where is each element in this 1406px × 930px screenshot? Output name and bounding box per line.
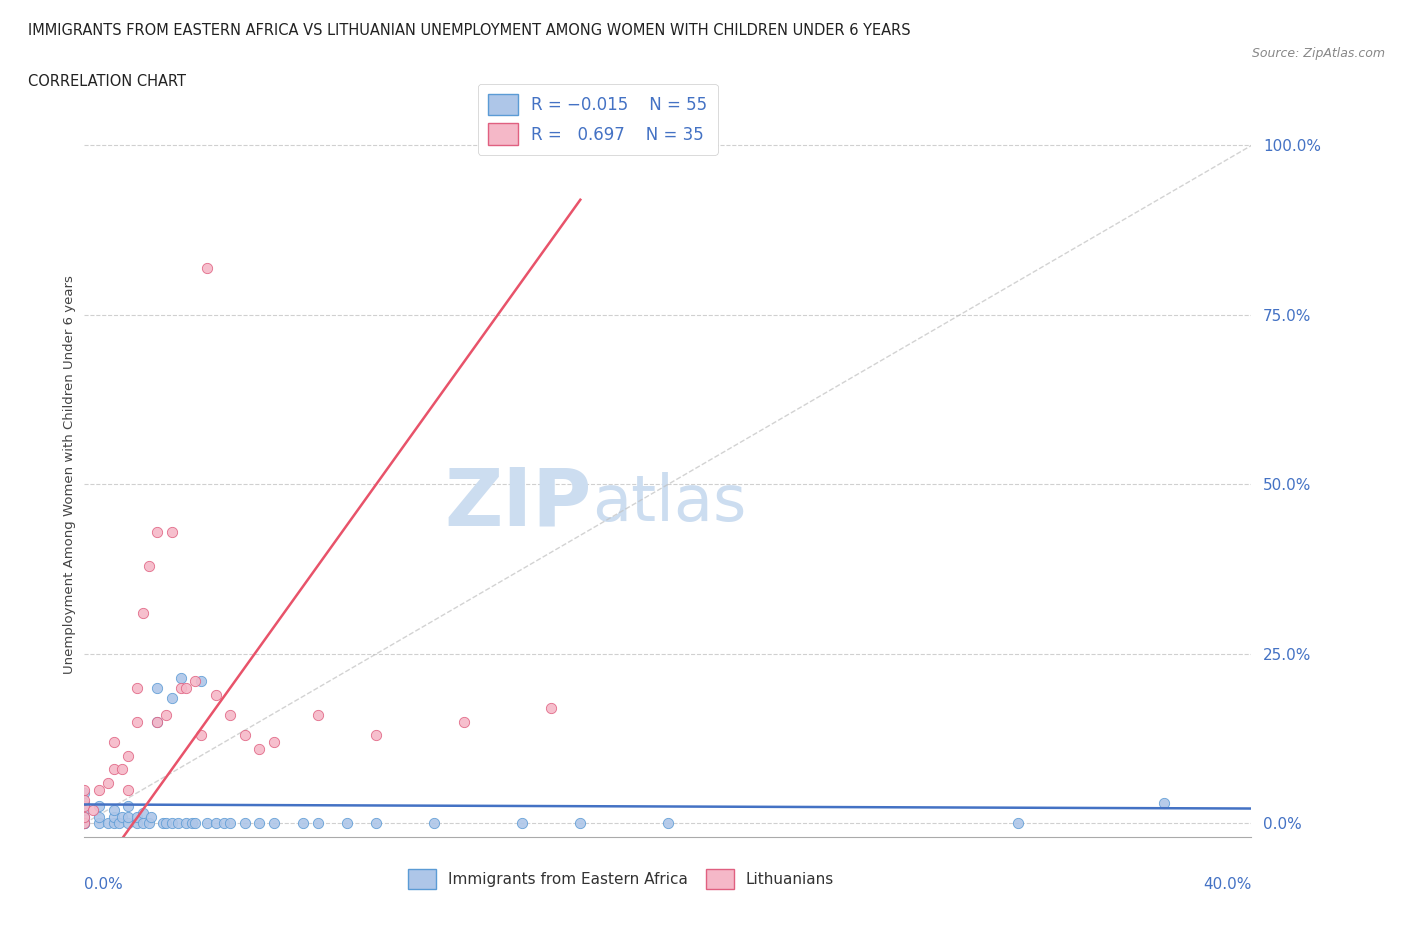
Point [152,816,174,830]
Point [263,735,285,750]
Point [73,816,96,830]
Point [160,525,183,539]
Point [73,816,96,830]
Point [366,728,388,743]
Point [146,525,169,539]
Point [73,816,96,830]
Point [103,809,125,824]
Point [73,809,96,824]
Point [307,708,329,723]
Point [87,809,110,824]
Point [87,816,110,830]
Point [190,673,212,688]
Point [125,681,148,696]
Point [181,816,204,830]
Point [155,816,177,830]
Point [233,816,256,830]
Point [87,782,110,797]
Point [103,735,125,750]
Point [249,816,271,830]
Text: atlas: atlas [592,472,747,535]
Point [195,260,218,275]
Point [125,816,148,830]
Point [146,714,169,729]
Point [569,816,592,830]
Point [233,728,256,743]
Text: ZIP: ZIP [444,464,592,542]
Point [169,671,191,685]
Point [103,803,125,817]
Point [263,816,285,830]
Point [117,809,139,824]
Point [117,799,139,814]
Point [169,681,191,696]
Point [204,816,226,830]
Point [132,605,155,620]
Point [125,809,148,824]
Point [160,816,183,830]
Point [160,691,183,706]
Point [82,803,104,817]
Point [73,803,96,817]
Point [132,805,155,820]
Point [176,681,198,696]
Point [138,558,160,573]
Point [73,786,96,801]
Point [73,816,96,830]
Point [166,816,188,830]
Point [146,714,169,729]
Point [125,714,148,729]
Point [540,700,562,715]
Point [103,816,125,830]
Point [195,816,218,830]
Point [141,809,163,824]
Point [510,816,533,830]
Point [219,708,242,723]
Point [73,796,96,811]
Point [214,816,236,830]
Point [108,816,131,830]
Point [1007,816,1029,830]
Point [249,741,271,756]
Text: IMMIGRANTS FROM EASTERN AFRICA VS LITHUANIAN UNEMPLOYMENT AMONG WOMEN WITH CHILD: IMMIGRANTS FROM EASTERN AFRICA VS LITHUA… [28,23,911,38]
Point [219,816,242,830]
Point [184,816,207,830]
Point [73,782,96,797]
Point [1153,796,1175,811]
Point [138,816,160,830]
Point [155,708,177,723]
Text: 40.0%: 40.0% [1204,877,1251,892]
Point [117,749,139,764]
Point [103,762,125,777]
Point [423,816,446,830]
Point [73,809,96,824]
Legend: Immigrants from Eastern Africa, Lithuanians: Immigrants from Eastern Africa, Lithuani… [402,863,841,895]
Point [117,782,139,797]
Point [73,816,96,830]
Point [184,673,207,688]
Point [97,776,120,790]
Point [176,816,198,830]
Y-axis label: Unemployment Among Women with Children Under 6 years: Unemployment Among Women with Children U… [63,275,76,673]
Point [657,816,679,830]
Point [190,728,212,743]
Point [292,816,315,830]
Text: 0.0%: 0.0% [84,877,124,892]
Point [73,792,96,807]
Point [307,816,329,830]
Point [87,799,110,814]
Point [73,799,96,814]
Point [204,687,226,702]
Point [336,816,359,830]
Text: Source: ZipAtlas.com: Source: ZipAtlas.com [1251,46,1385,60]
Point [366,816,388,830]
Point [117,816,139,830]
Text: CORRELATION CHART: CORRELATION CHART [28,74,186,89]
Point [111,809,134,824]
Point [146,681,169,696]
Point [132,816,155,830]
Point [111,762,134,777]
Point [453,714,475,729]
Point [97,816,120,830]
